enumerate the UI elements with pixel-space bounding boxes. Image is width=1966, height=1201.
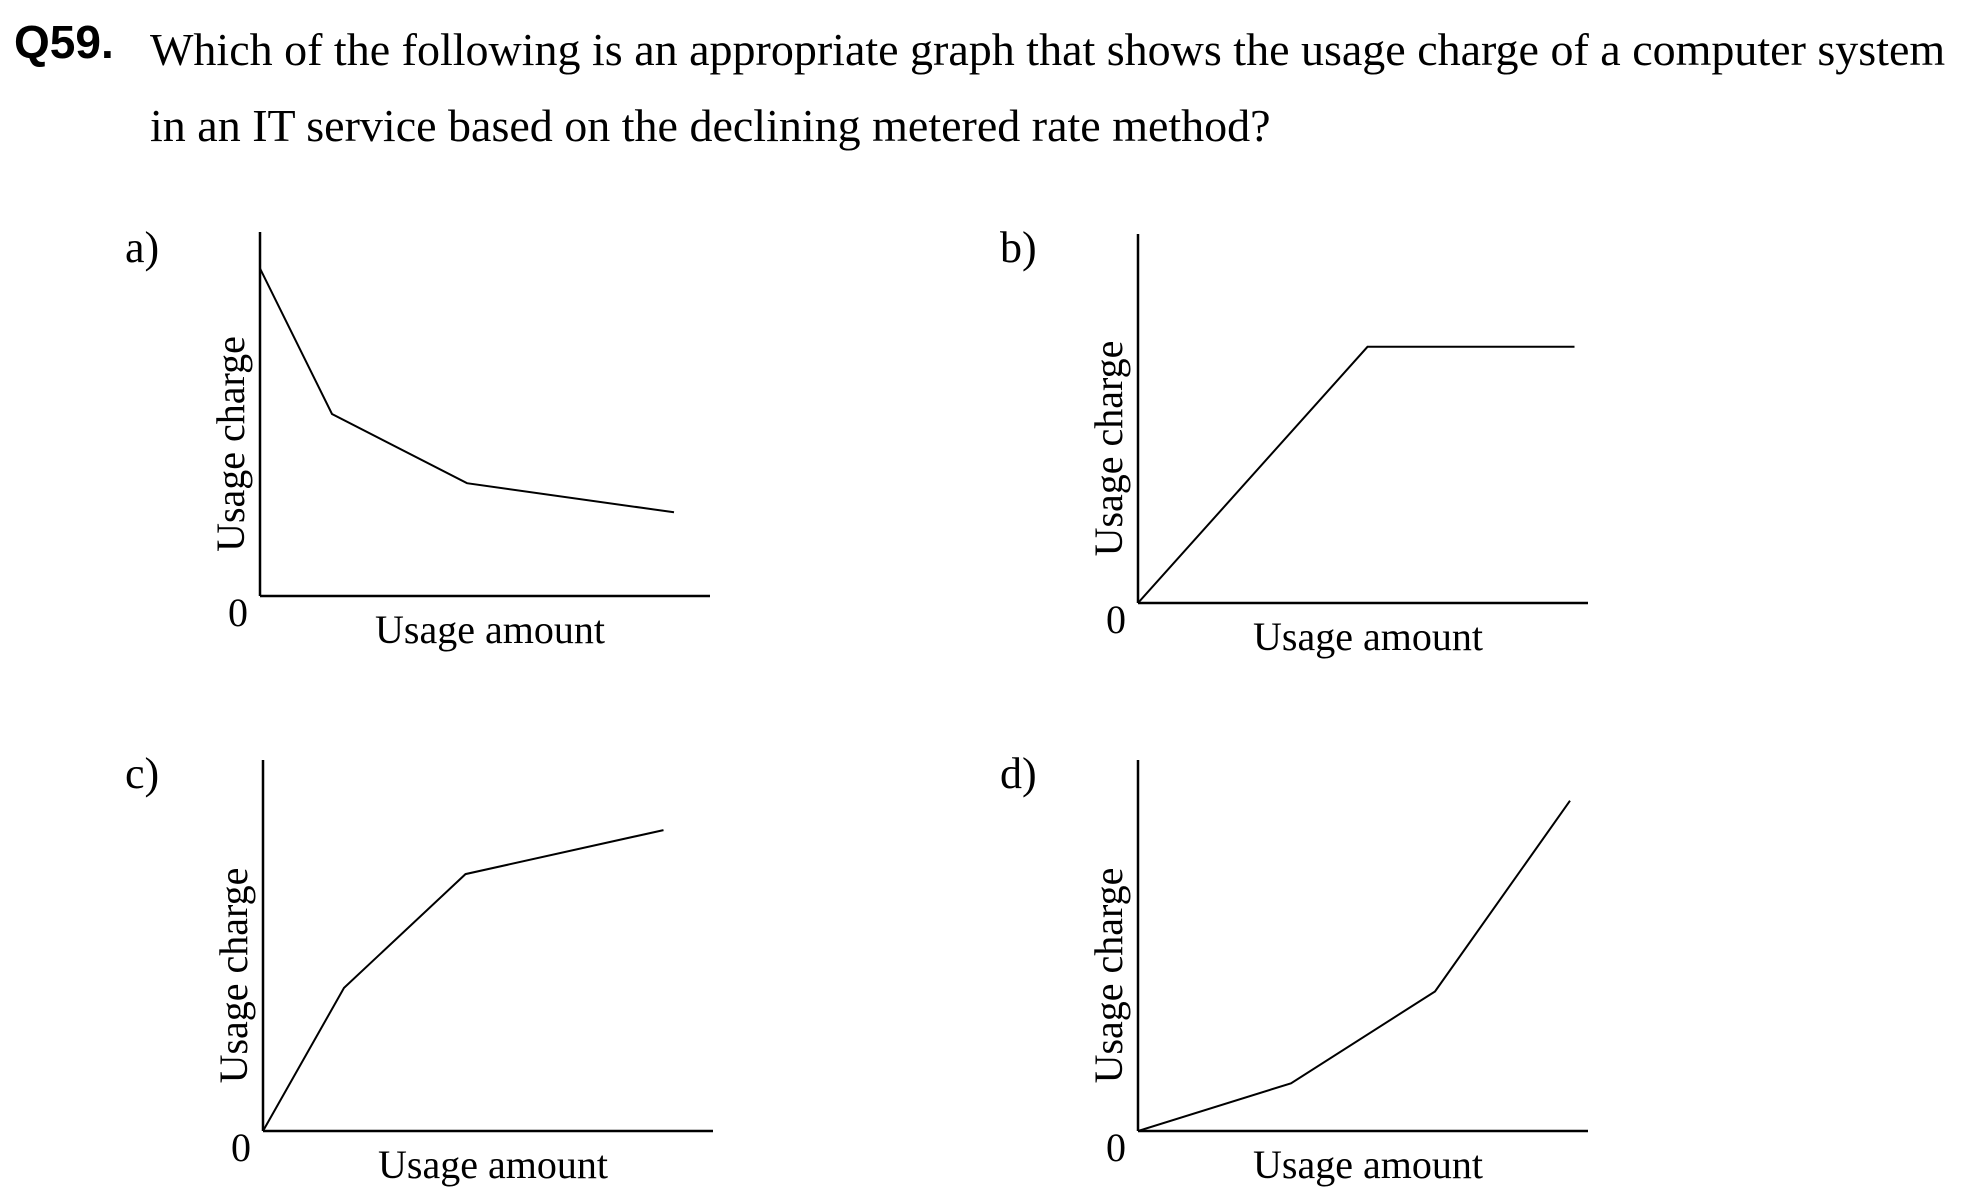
chart-b-origin-label: 0 (1106, 597, 1126, 642)
question-number: Q59. (14, 16, 114, 68)
chart-a-y-label: Usage charge (208, 336, 253, 552)
chart-a-origin-label: 0 (228, 590, 248, 635)
chart-d-series-line (1137, 800, 1571, 1132)
chart-a-x-label: Usage amount (375, 607, 605, 652)
chart-b-option-label: b) (1000, 223, 1037, 272)
chart-c-origin-label: 0 (231, 1125, 251, 1170)
chart-c-y-label: Usage charge (211, 868, 256, 1084)
chart-b-series-line (1137, 345, 1575, 604)
chart-b-y-label: Usage charge (1086, 341, 1131, 557)
chart-b-x-label: Usage amount (1253, 614, 1483, 659)
question-text: Which of the following is an appropriate… (150, 24, 1946, 151)
chart-d-y-label: Usage charge (1086, 868, 1131, 1084)
chart-c-x-label: Usage amount (378, 1142, 608, 1187)
chart-d-origin-label: 0 (1106, 1125, 1126, 1170)
chart-a-option-label: a) (125, 223, 159, 272)
chart-c-series-line (262, 829, 664, 1132)
chart-d-option-label: d) (1000, 749, 1037, 798)
chart-c-option-label: c) (125, 749, 159, 798)
chart-a-series-line (259, 267, 675, 514)
chart-d-x-label: Usage amount (1253, 1142, 1483, 1187)
